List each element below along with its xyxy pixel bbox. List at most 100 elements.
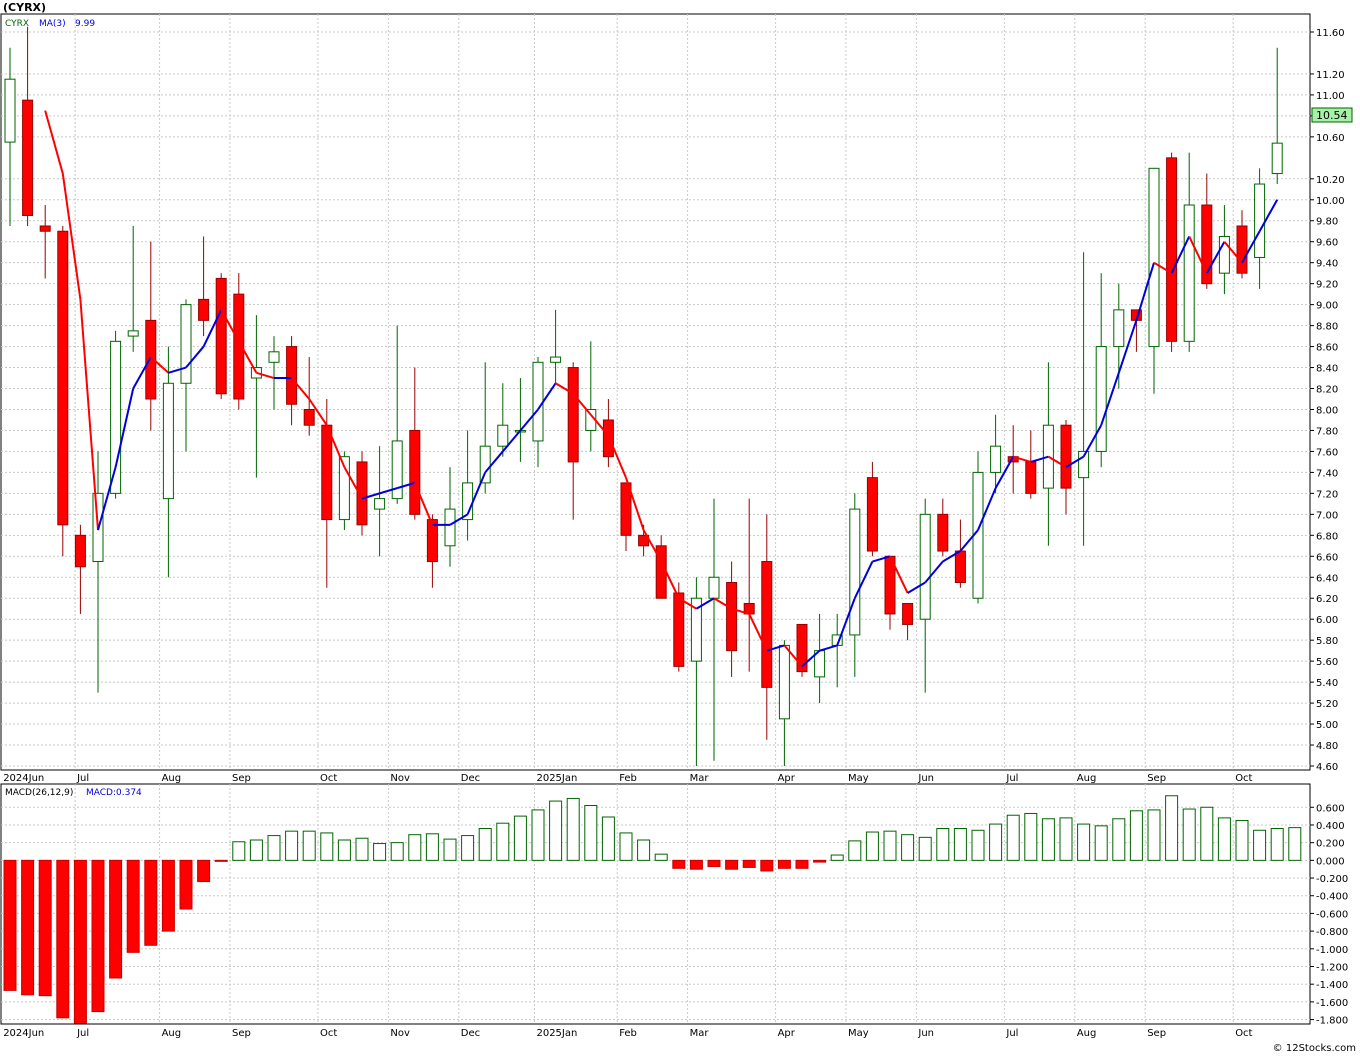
candle-down xyxy=(620,482,632,536)
candle-down xyxy=(1201,204,1213,285)
candle-up xyxy=(1095,346,1107,452)
macd-bar-positive xyxy=(971,829,985,861)
price-tick-label: 10.00 xyxy=(1316,196,1345,207)
candle-up xyxy=(990,445,1002,473)
macd-bar-positive xyxy=(830,854,844,861)
macd-bar-negative xyxy=(214,859,228,862)
candle-up xyxy=(391,440,403,500)
macd-bar-negative xyxy=(73,859,87,1025)
macd-tick-label: -0.800 xyxy=(1316,927,1348,938)
ma-segment xyxy=(1117,320,1138,374)
macd-bar-negative xyxy=(795,859,809,869)
macd-bar-negative xyxy=(144,859,158,946)
candle-up xyxy=(1148,167,1160,348)
macd-tick-label: -1.600 xyxy=(1316,998,1348,1009)
ma-value: 9.99 xyxy=(75,19,95,29)
price-month-label: May xyxy=(848,773,869,784)
macd-month-label: Aug xyxy=(162,1028,182,1039)
ma-segment xyxy=(519,408,539,432)
price-ma-line xyxy=(44,110,1279,668)
macd-month-label: Sep xyxy=(1147,1028,1166,1039)
ma-segment xyxy=(44,110,64,174)
ma-segment xyxy=(924,560,944,584)
macd-tick-label: -0.400 xyxy=(1316,892,1348,903)
candle-down xyxy=(426,519,438,563)
candle-down xyxy=(145,319,157,400)
macd-tick-label: -0.600 xyxy=(1316,909,1348,920)
footer-credit: © 12Stocks.com xyxy=(1273,1043,1356,1054)
macd-month-label: Apr xyxy=(778,1028,796,1039)
macd-bar-positive xyxy=(1147,809,1161,861)
macd-value-label: MACD:0.374 xyxy=(86,788,142,798)
price-tick-label: 5.40 xyxy=(1316,678,1338,689)
price-tick-label: 7.80 xyxy=(1316,426,1338,437)
ma-segment xyxy=(819,644,838,652)
macd-bar-positive xyxy=(1235,820,1249,861)
macd-bar-positive xyxy=(1024,812,1038,861)
candle-up xyxy=(127,330,139,337)
price-tick-label: 9.80 xyxy=(1316,217,1338,228)
candle-up xyxy=(532,361,544,442)
macd-bar-negative xyxy=(760,859,774,872)
price-month-label: Aug xyxy=(1077,773,1097,784)
candle-up xyxy=(550,356,562,363)
price-tick-label: 4.60 xyxy=(1316,762,1338,773)
macd-bar-positive xyxy=(496,822,510,861)
macd-month-label: Feb xyxy=(619,1028,637,1039)
price-tick-label: 10.20 xyxy=(1316,175,1345,186)
macd-month-label: Aug xyxy=(1077,1028,1097,1039)
candle-down xyxy=(1060,424,1072,489)
candle-up xyxy=(444,508,456,547)
candle-down xyxy=(57,230,69,526)
price-tick-label: 5.20 xyxy=(1316,699,1338,710)
ma-segment xyxy=(678,597,697,610)
ma-segment xyxy=(783,644,803,668)
candle-down xyxy=(215,277,227,395)
macd-month-label: Sep xyxy=(232,1028,251,1039)
candle-down xyxy=(796,623,808,673)
candle-down xyxy=(937,513,949,552)
ma-segment xyxy=(959,529,979,552)
candle-up xyxy=(778,644,790,720)
ma-segment xyxy=(1170,236,1191,274)
macd-bar-negative xyxy=(161,859,175,932)
macd-month-label: Oct xyxy=(1235,1028,1252,1039)
price-month-label: Dec xyxy=(461,773,480,784)
macd-bar-negative xyxy=(777,859,791,869)
candle-down xyxy=(567,367,579,463)
macd-bar-negative xyxy=(21,859,35,996)
candle-down xyxy=(602,419,614,458)
ma-segment xyxy=(607,435,627,479)
candle-up xyxy=(479,445,491,484)
ma-segment xyxy=(572,393,592,416)
ma-segment xyxy=(132,356,152,390)
price-month-label: 2025Jan xyxy=(536,773,577,784)
macd-bars xyxy=(3,795,1302,1025)
candle-down xyxy=(866,477,878,552)
candle-down xyxy=(39,225,51,232)
macd-y-axis: 0.600 0.400 0.200 0.000 -0.200 -0.400 -0.600 -0… xyxy=(1310,803,1348,1027)
macd-month-label: Jul xyxy=(1005,1028,1018,1039)
ma-segment xyxy=(1065,455,1085,469)
macd-tick-label: 0.000 xyxy=(1316,856,1345,867)
macd-bar-negative xyxy=(56,859,70,1019)
ma-segment xyxy=(396,481,416,490)
macd-bar-negative xyxy=(91,859,105,1013)
macd-bar-positive xyxy=(1129,810,1143,861)
candle-down xyxy=(286,346,298,405)
price-month-label: 2024Jun xyxy=(3,773,44,784)
macd-tick-label: -1.400 xyxy=(1316,980,1348,991)
macd-bar-positive xyxy=(1077,823,1091,861)
macd-month-label: Oct xyxy=(320,1028,337,1039)
macd-bar-positive xyxy=(637,839,651,861)
macd-bar-positive xyxy=(443,838,457,861)
price-month-label: Jul xyxy=(76,773,89,784)
price-grid xyxy=(1,14,1310,770)
candle-up xyxy=(1218,235,1230,274)
ma-segment xyxy=(555,382,574,395)
ma-segment xyxy=(308,398,328,426)
candle-up xyxy=(1183,204,1195,342)
candle-up xyxy=(1113,309,1125,348)
candle-up xyxy=(374,498,386,510)
